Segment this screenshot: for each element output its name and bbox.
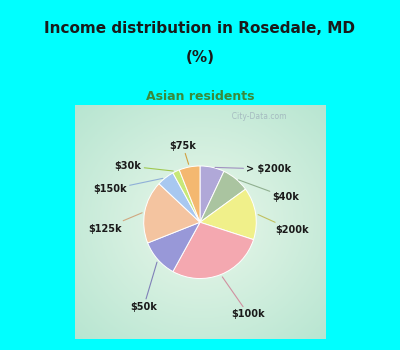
Text: $30k: $30k <box>115 161 173 171</box>
Wedge shape <box>173 170 200 222</box>
Wedge shape <box>200 172 246 222</box>
Text: $50k: $50k <box>130 262 157 312</box>
Wedge shape <box>173 222 254 279</box>
Wedge shape <box>159 173 200 222</box>
Wedge shape <box>200 189 256 240</box>
Text: Income distribution in Rosedale, MD: Income distribution in Rosedale, MD <box>44 21 356 36</box>
Wedge shape <box>179 166 200 222</box>
Text: > $200k: > $200k <box>215 164 291 174</box>
Text: $150k: $150k <box>93 178 163 194</box>
Text: $100k: $100k <box>222 277 265 320</box>
Text: $40k: $40k <box>238 180 300 202</box>
Text: (%): (%) <box>186 50 214 65</box>
Text: City-Data.com: City-Data.com <box>226 112 286 121</box>
Text: $200k: $200k <box>258 215 309 235</box>
Text: $75k: $75k <box>169 141 196 164</box>
Wedge shape <box>200 166 224 222</box>
Wedge shape <box>144 184 200 243</box>
Text: $125k: $125k <box>88 213 142 233</box>
Wedge shape <box>148 222 200 272</box>
Text: Asian residents: Asian residents <box>146 90 254 103</box>
